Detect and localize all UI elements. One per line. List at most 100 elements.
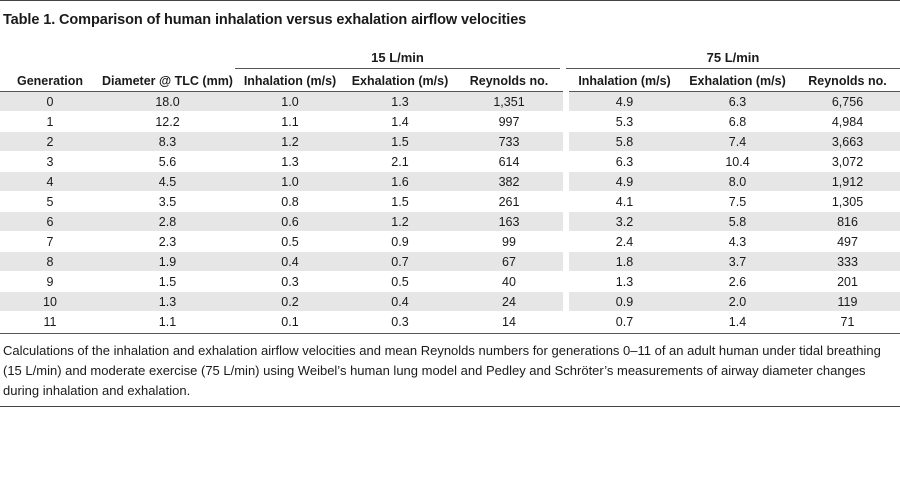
table-row: 9 1.5 0.3 0.5 40 1.3 2.6 201 xyxy=(0,271,900,292)
cell-generation: 3 xyxy=(0,151,100,172)
cell-exhalation-15: 1.5 xyxy=(345,191,455,212)
cell-inhalation-75: 1.8 xyxy=(563,251,680,272)
cell-exhalation-15: 0.7 xyxy=(345,251,455,272)
cell-inhalation-15: 0.1 xyxy=(281,314,299,329)
cell-diameter: 8.3 xyxy=(100,131,235,152)
cell-inhalation-75: 4.9 xyxy=(563,91,680,112)
cell-inhalation-15: 1.0 xyxy=(235,91,345,112)
table-footnote: Calculations of the inhalation and exhal… xyxy=(3,343,881,398)
cell-exhalation-15: 0.3 xyxy=(391,314,409,329)
table-row: 5 3.5 0.8 1.5 261 4.1 7.5 1,305 xyxy=(0,191,900,212)
cell-inhalation-15: 1.3 xyxy=(235,151,345,172)
table-row: 4 4.5 1.0 1.6 382 4.9 8.0 1,912 xyxy=(0,171,900,192)
cell-reynolds-15: 67 xyxy=(455,251,566,272)
cell-exhalation-75: 10.4 xyxy=(680,151,795,172)
note-rule xyxy=(0,333,900,334)
group-rule-15 xyxy=(235,68,560,69)
table-row: 11 1.1 0.1 0.3 14 0.7 1.4 71 xyxy=(0,311,900,331)
cell-generation: 4 xyxy=(0,171,100,192)
col-header-generation: Generation xyxy=(0,70,100,92)
cell-inhalation-15: 0.5 xyxy=(235,231,345,252)
cell-diameter: 5.6 xyxy=(100,151,235,172)
cell-exhalation-75: 3.7 xyxy=(680,251,795,272)
cell-diameter: 1.3 xyxy=(100,291,235,312)
cell-reynolds-15: 14 xyxy=(502,314,516,329)
cell-reynolds-15: 733 xyxy=(455,131,566,152)
table-row: 2 8.3 1.2 1.5 733 5.8 7.4 3,663 xyxy=(0,131,900,152)
table-row: 8 1.9 0.4 0.7 67 1.8 3.7 333 xyxy=(0,251,900,272)
cell-exhalation-15: 1.2 xyxy=(345,211,455,232)
cell-exhalation-15: 0.9 xyxy=(345,231,455,252)
cell-reynolds-15: 24 xyxy=(455,291,566,312)
col-header-inhalation-15: Inhalation (m/s) xyxy=(235,70,345,92)
cell-exhalation-75: 2.0 xyxy=(680,291,795,312)
table-title: Table 1. Comparison of human inhalation … xyxy=(3,12,527,28)
cell-generation: 6 xyxy=(0,211,100,232)
cell-exhalation-75: 6.3 xyxy=(680,91,795,112)
cell-generation: 0 xyxy=(0,91,100,112)
cell-inhalation-15: 1.2 xyxy=(235,131,345,152)
col-header-exhalation-75: Exhalation (m/s) xyxy=(680,70,795,92)
cell-exhalation-75: 8.0 xyxy=(680,171,795,192)
cell-inhalation-75: 4.9 xyxy=(563,171,680,192)
cell-exhalation-15: 0.5 xyxy=(345,271,455,292)
cell-reynolds-75: 497 xyxy=(795,231,900,252)
cell-inhalation-15: 0.2 xyxy=(235,291,345,312)
cell-generation: 1 xyxy=(0,111,100,132)
cell-inhalation-75: 1.3 xyxy=(563,271,680,292)
cell-diameter: 1.9 xyxy=(100,251,235,272)
cell-inhalation-75: 6.3 xyxy=(563,151,680,172)
cell-diameter: 2.8 xyxy=(100,211,235,232)
cell-reynolds-75: 71 xyxy=(840,314,855,329)
cell-reynolds-75: 1,912 xyxy=(795,171,900,192)
cell-inhalation-15: 1.0 xyxy=(235,171,345,192)
table-row: 7 2.3 0.5 0.9 99 2.4 4.3 497 xyxy=(0,231,900,252)
cell-reynolds-75: 4,984 xyxy=(795,111,900,132)
cell-inhalation-15: 0.6 xyxy=(235,211,345,232)
cell-reynolds-15: 261 xyxy=(455,191,566,212)
cell-inhalation-75: 5.8 xyxy=(563,131,680,152)
cell-reynolds-15: 40 xyxy=(455,271,566,292)
cell-inhalation-15: 0.4 xyxy=(235,251,345,272)
cell-exhalation-15: 1.6 xyxy=(345,171,455,192)
cell-diameter: 2.3 xyxy=(100,231,235,252)
cell-exhalation-15: 0.4 xyxy=(345,291,455,312)
table-row: 6 2.8 0.6 1.2 163 3.2 5.8 816 xyxy=(0,211,900,232)
cell-inhalation-75: 3.2 xyxy=(563,211,680,232)
col-header-exhalation-15: Exhalation (m/s) xyxy=(345,70,455,92)
cell-reynolds-75: 3,072 xyxy=(795,151,900,172)
group-rule-75 xyxy=(566,68,900,69)
group-header-75-lmin: 75 L/min xyxy=(706,50,760,65)
cell-generation: 2 xyxy=(0,131,100,152)
cell-reynolds-75: 119 xyxy=(795,291,900,312)
cell-reynolds-75: 333 xyxy=(795,251,900,272)
table-row: 1 12.2 1.1 1.4 997 5.3 6.8 4,984 xyxy=(0,111,900,132)
cell-inhalation-15: 1.1 xyxy=(235,111,345,132)
cell-exhalation-75: 1.4 xyxy=(728,314,747,329)
cell-inhalation-75: 0.7 xyxy=(563,311,680,331)
cell-reynolds-75: 1,305 xyxy=(795,191,900,212)
cell-exhalation-75: 4.3 xyxy=(680,231,795,252)
cell-exhalation-15: 1.3 xyxy=(345,91,455,112)
cell-exhalation-75: 7.4 xyxy=(680,131,795,152)
cell-reynolds-15: 614 xyxy=(455,151,566,172)
cell-reynolds-75: 3,663 xyxy=(795,131,900,152)
cell-diameter: 1.5 xyxy=(100,271,235,292)
cell-diameter: 18.0 xyxy=(100,91,235,112)
cell-generation: 10 xyxy=(0,291,100,312)
col-header-inhalation-75: Inhalation (m/s) xyxy=(563,70,680,92)
cell-inhalation-75: 0.9 xyxy=(563,291,680,312)
table-row: 10 1.3 0.2 0.4 24 0.9 2.0 119 xyxy=(0,291,900,312)
col-header-diameter: Diameter @ TLC (mm) xyxy=(100,70,235,92)
cell-diameter: 3.5 xyxy=(100,191,235,212)
col-header-reynolds-75: Reynolds no. xyxy=(795,70,900,92)
cell-inhalation-75: 2.4 xyxy=(563,231,680,252)
cell-generation: 11 xyxy=(43,314,57,329)
cell-inhalation-15: 0.3 xyxy=(235,271,345,292)
cell-inhalation-75: 4.1 xyxy=(563,191,680,212)
cell-exhalation-75: 7.5 xyxy=(680,191,795,212)
cell-generation: 9 xyxy=(0,271,100,292)
cell-generation: 5 xyxy=(0,191,100,212)
cell-exhalation-15: 1.5 xyxy=(345,131,455,152)
cell-exhalation-15: 1.4 xyxy=(345,111,455,132)
